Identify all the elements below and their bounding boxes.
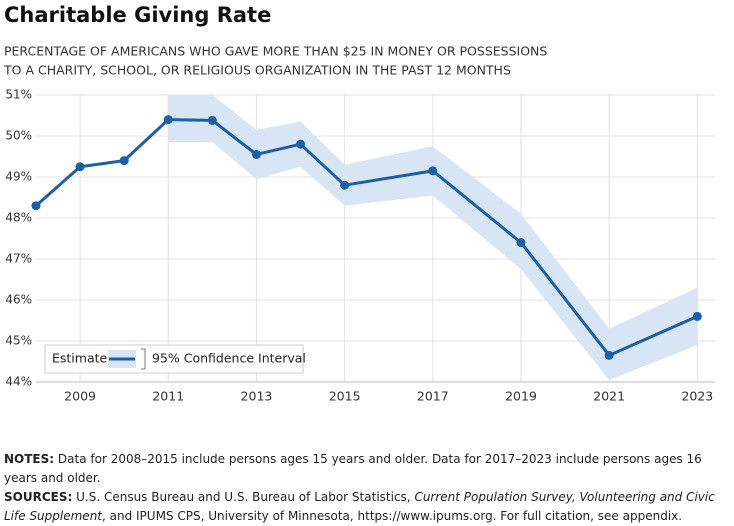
point: [207, 115, 217, 125]
point: [119, 156, 129, 166]
sources-text: U.S. Census Bureau and U.S. Bureau of La…: [76, 490, 411, 504]
x-tick-label: 2015: [329, 389, 361, 404]
confidence-band: [168, 95, 698, 380]
legend-label: Estimate: [52, 351, 108, 366]
sources: SOURCES: U.S. Census Bureau and U.S. Bur…: [4, 488, 732, 526]
x-tick-label: 2019: [505, 389, 537, 404]
sources-label: SOURCES:: [4, 490, 73, 504]
x-tick-label: 2021: [593, 389, 625, 404]
point: [75, 162, 85, 172]
x-tick-label: 2013: [241, 389, 273, 404]
legend-box: [44, 344, 304, 374]
point: [604, 350, 614, 360]
notes: NOTES: Data for 2008–2015 include person…: [4, 450, 732, 526]
sources-text: , and IPUMS CPS, University of Minnesota…: [102, 509, 683, 523]
point: [516, 238, 526, 248]
line: [35, 118, 698, 357]
point: [296, 139, 306, 149]
x-tick-label: 2009: [64, 389, 96, 404]
x-tick-label: 2023: [681, 389, 713, 404]
y-tick-label: 47%: [5, 252, 32, 266]
y-tick-label: 45%: [5, 334, 32, 348]
notes-text: Data for 2008–2015 include persons ages …: [4, 452, 702, 485]
subtitle: TO A CHARITY, SCHOOL, OR RELIGIOUS ORGAN…: [3, 63, 511, 78]
legend: Estimate 95% Confidence Interval: [44, 344, 306, 374]
page: {"chart_data": { "type": "line", "title"…: [3, 3, 715, 523]
point: [251, 149, 261, 159]
y-tick-label: 48%: [5, 211, 32, 225]
point: [428, 166, 438, 176]
x-tick-label: 2017: [417, 389, 449, 404]
legend-label: 95% Confidence Interval: [152, 351, 306, 366]
notes-label: NOTES:: [4, 452, 55, 466]
legend-bracket: [141, 348, 146, 370]
y-tick-label: 51%: [5, 88, 32, 102]
notes-line: NOTES: Data for 2008–2015 include person…: [4, 450, 732, 488]
y-tick-label: 44%: [5, 375, 32, 389]
point: [340, 180, 350, 190]
point: [31, 201, 41, 211]
chart-title: Charitable Giving Rate: [4, 3, 271, 27]
x-tick-label: 2011: [152, 389, 184, 404]
y-tick-label: 46%: [5, 293, 32, 307]
point: [163, 115, 173, 125]
chart: Charitable Giving Rate PERCENTAGE OF AME…: [3, 3, 715, 404]
y-tick-label: 50%: [5, 129, 32, 143]
point: [692, 311, 702, 321]
y-tick-label: 49%: [5, 170, 32, 184]
subtitle: PERCENTAGE OF AMERICANS WHO GAVE MORE TH…: [4, 44, 547, 59]
